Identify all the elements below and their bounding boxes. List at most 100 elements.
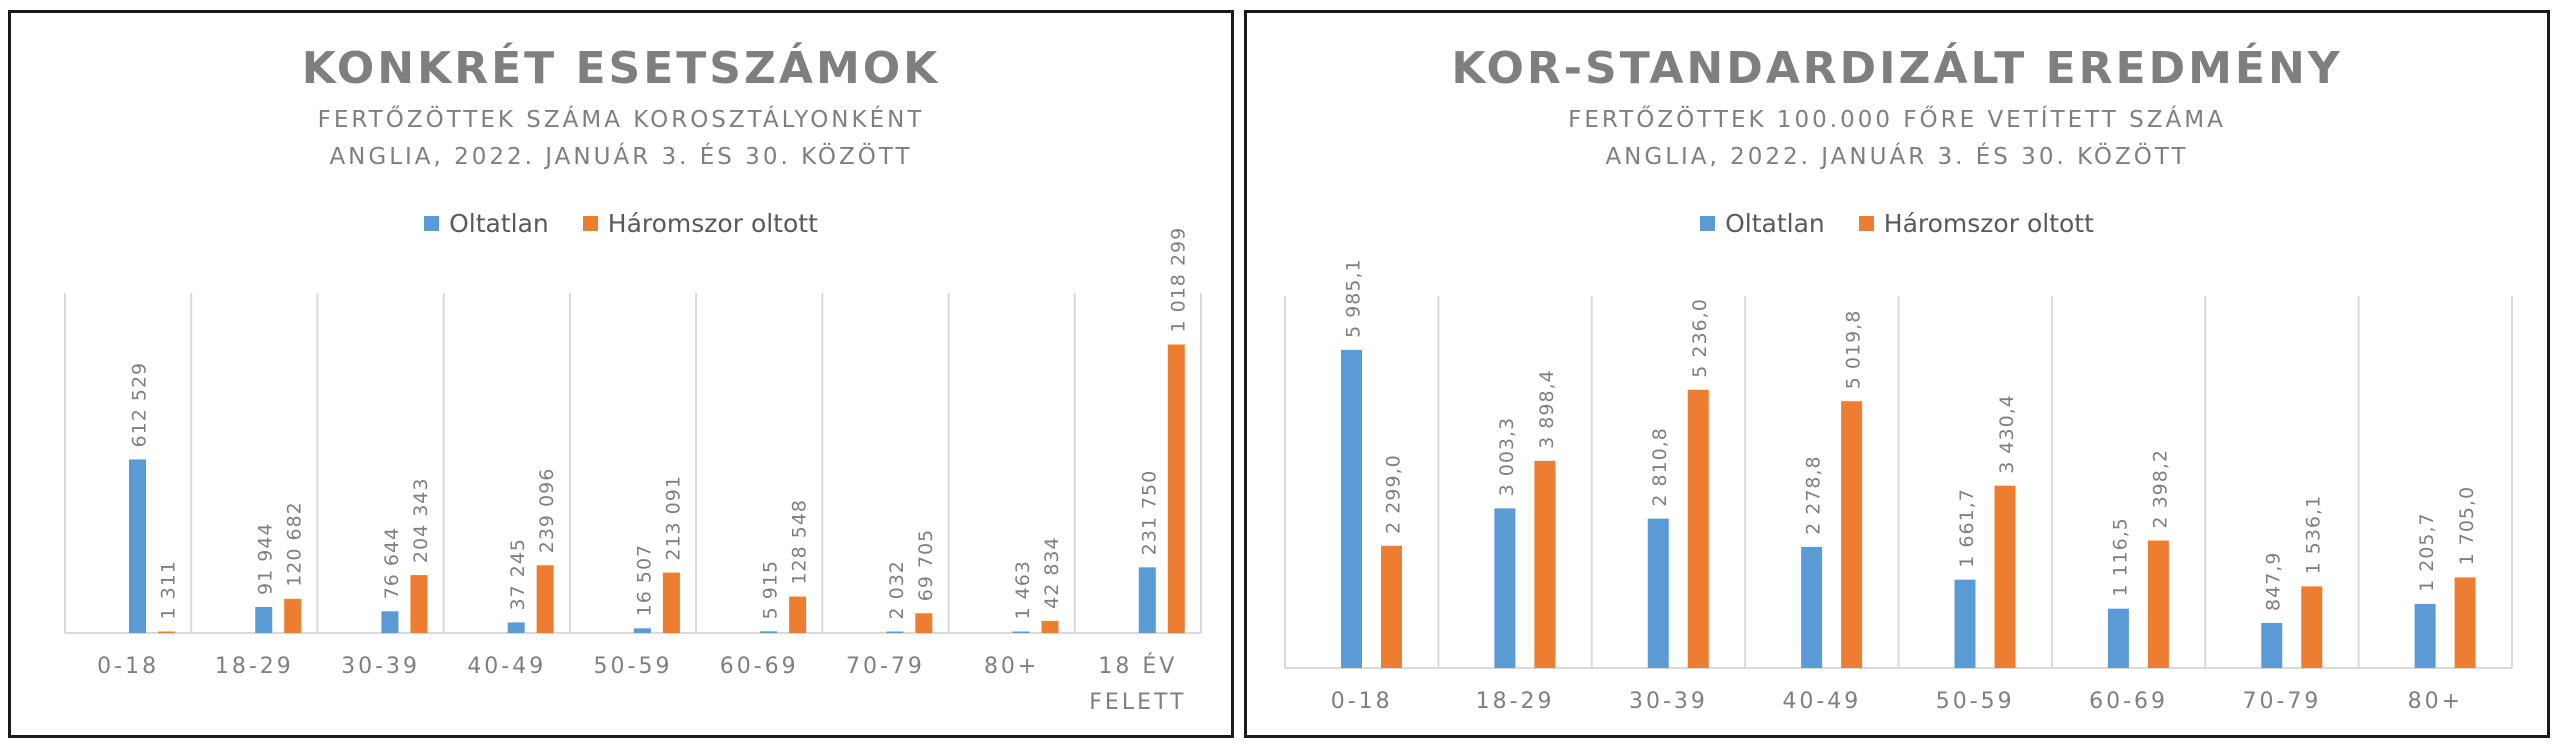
legend-swatch-orange <box>1858 216 1874 231</box>
legend-item-unvaccinated: Oltatlan <box>424 209 549 238</box>
bar-boosted <box>536 565 554 633</box>
bar-boosted <box>1534 460 1556 668</box>
bar-unvaccinated <box>633 628 651 633</box>
x-tick-label: 0-18 <box>97 654 159 679</box>
data-label: 1 116,5 <box>2109 517 2131 597</box>
data-label: 2 299,0 <box>1383 454 1405 534</box>
legend-swatch-blue <box>1700 216 1716 231</box>
bar-unvaccinated <box>886 631 904 633</box>
left-chart-plot: 612 529 1 311 0-18 91 944 120 682 18-29 76 644… <box>64 227 1202 715</box>
bar-boosted <box>410 575 428 633</box>
x-tick-label: 18 ÉV <box>1098 653 1177 679</box>
x-tick-label: 60-69 <box>720 654 799 679</box>
legend-label-boosted: Háromszor oltott <box>607 209 818 238</box>
x-tick-label: 80+ <box>984 654 1039 679</box>
data-label: 847,9 <box>2263 552 2285 611</box>
x-tick-label: 40-49 <box>1782 689 1861 714</box>
left-chart-subtitle-2: ANGLIA, 2022. JANUÁR 3. ÉS 30. KÖZÖTT <box>329 144 913 170</box>
data-label: 1 463 <box>1012 560 1034 619</box>
bar-boosted <box>1994 485 2016 668</box>
bar-boosted <box>1041 620 1059 633</box>
bar-unvaccinated <box>1012 631 1030 633</box>
bar-unvaccinated <box>2414 603 2436 668</box>
right-chart-plot: 5 985,1 2 299,0 0-18 3 003,3 3 898,4 18-29 2 8… <box>1284 258 2513 714</box>
data-label: 2 278,8 <box>1803 455 1825 535</box>
bar-boosted <box>158 631 175 633</box>
data-label: 204 343 <box>410 478 432 564</box>
data-label: 5 236,0 <box>1689 298 1711 378</box>
bar-unvaccinated <box>760 631 778 633</box>
data-label: 3 898,4 <box>1536 369 1558 449</box>
left-chart-title: KONKRÉT ESETSZÁMOK <box>301 43 941 94</box>
x-tick-label: 18-29 <box>215 654 294 679</box>
x-tick-label: 30-39 <box>341 654 420 679</box>
data-label: 3 430,4 <box>1996 394 2018 474</box>
data-label: 91 944 <box>255 522 277 594</box>
data-label: 2 398,2 <box>2149 449 2171 529</box>
legend-swatch-blue <box>424 216 440 231</box>
bar-unvaccinated <box>1494 508 1516 668</box>
left-chart-subtitle-1: FERTŐZÖTTEK SZÁMA KOROSZTÁLYONKÉNT <box>317 107 925 133</box>
data-label: 3 003,3 <box>1496 417 1518 497</box>
data-label: 37 245 <box>507 538 529 610</box>
bar-unvaccinated <box>129 459 146 633</box>
legend-swatch-orange <box>582 216 598 231</box>
bar-unvaccinated <box>2261 622 2283 668</box>
bar-boosted <box>2454 577 2476 668</box>
data-label: 2 032 <box>886 560 908 619</box>
bar-boosted <box>789 596 807 633</box>
legend-item-unvaccinated: Oltatlan <box>1700 209 1825 238</box>
bar-boosted <box>2301 586 2323 668</box>
data-label: 76 644 <box>381 527 403 599</box>
data-label: 213 091 <box>662 475 684 561</box>
right-chart-subtitle-2: ANGLIA, 2022. JANUÁR 3. ÉS 30. KÖZÖTT <box>1605 144 2189 170</box>
data-label: 612 529 <box>129 362 151 448</box>
x-tick-label: 0-18 <box>1331 689 1393 714</box>
left-chart-panel: KONKRÉT ESETSZÁMOK FERTŐZÖTTEK SZÁMA KOR… <box>8 10 1234 738</box>
bar-boosted <box>2147 540 2169 668</box>
left-chart-legend: Oltatlan Háromszor oltott <box>11 209 1231 238</box>
data-label: 2 810,8 <box>1649 427 1671 507</box>
data-label: 1 018 299 <box>1167 227 1189 333</box>
data-label: 1 536,1 <box>2303 495 2325 575</box>
data-label: 239 096 <box>536 468 558 554</box>
data-label: 5 915 <box>760 560 782 619</box>
data-label: 5 019,8 <box>1843 310 1865 390</box>
data-label: 42 834 <box>1041 536 1063 608</box>
bar-unvaccinated <box>255 606 273 633</box>
legend-item-boosted: Háromszor oltott <box>582 209 818 238</box>
bar-boosted <box>1687 389 1709 668</box>
bar-unvaccinated <box>1341 349 1362 668</box>
x-tick-label: 18-29 <box>1476 689 1555 714</box>
data-label: 5 985,1 <box>1343 258 1365 338</box>
bar-unvaccinated <box>1801 546 1823 668</box>
right-chart-subtitle-1: FERTŐZÖTTEK 100.000 FŐRE VETÍTETT SZÁMA <box>1568 107 2226 133</box>
legend-label-unvaccinated: Oltatlan <box>1725 209 1825 238</box>
bar-unvaccinated <box>1954 579 1976 668</box>
x-tick-label: FELETT <box>1089 690 1186 715</box>
right-chart-panel: KOR-STANDARDIZÁLT EREDMÉNY FERTŐZÖTTEK 1… <box>1244 10 2550 738</box>
bar-unvaccinated <box>1138 567 1156 633</box>
data-label: 1 205,7 <box>2416 512 2438 592</box>
bar-boosted <box>284 598 302 633</box>
legend-label-unvaccinated: Oltatlan <box>449 209 549 238</box>
x-tick-label: 40-49 <box>467 654 546 679</box>
bar-unvaccinated <box>507 622 525 633</box>
bar-boosted <box>1381 545 1402 668</box>
bar-boosted <box>662 572 680 633</box>
bar-unvaccinated <box>1647 518 1669 668</box>
x-tick-label: 60-69 <box>2089 689 2168 714</box>
x-tick-label: 80+ <box>2408 689 2463 714</box>
right-chart-legend: Oltatlan Háromszor oltott <box>1247 209 2547 238</box>
data-label: 128 548 <box>789 499 811 585</box>
data-label: 1 311 <box>158 560 180 619</box>
right-chart-title: KOR-STANDARDIZÁLT EREDMÉNY <box>1451 43 2343 94</box>
x-tick-label: 70-79 <box>2242 689 2321 714</box>
data-label: 231 750 <box>1138 470 1160 556</box>
bar-boosted <box>1167 344 1185 633</box>
bar-boosted <box>915 613 933 633</box>
x-tick-label: 30-39 <box>1629 689 1708 714</box>
data-label: 16 507 <box>633 544 655 616</box>
legend-item-boosted: Háromszor oltott <box>1858 209 2094 238</box>
bar-unvaccinated <box>381 611 399 633</box>
